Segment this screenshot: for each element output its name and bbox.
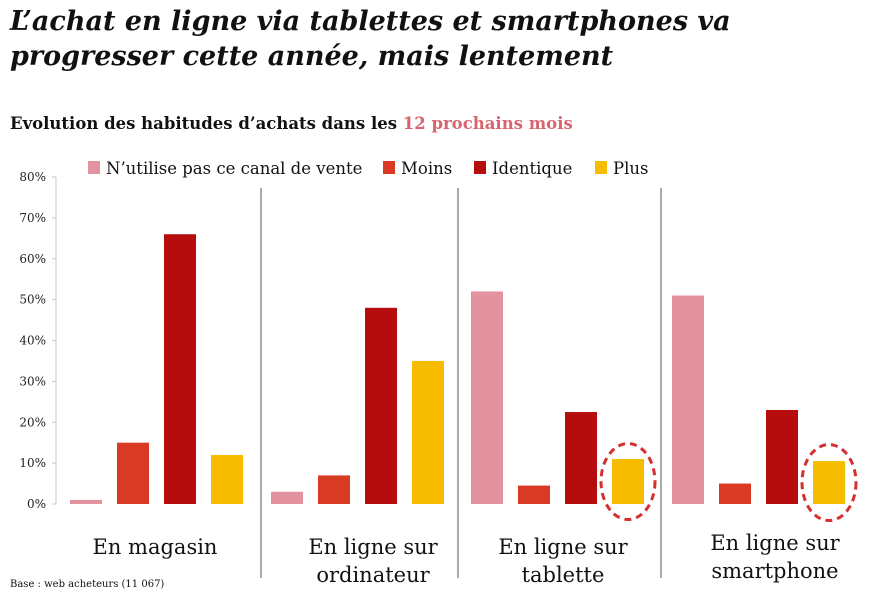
highlight-circle	[800, 443, 858, 523]
y-tick-label: 10%	[19, 456, 46, 470]
legend-swatch	[88, 161, 100, 174]
legend-label: N’utilise pas ce canal de vente	[106, 159, 362, 178]
chart-subtitle: Evolution des habitudes d’achats dans le…	[10, 114, 573, 133]
y-tick-label: 50%	[19, 293, 46, 307]
bar	[164, 234, 196, 504]
title-line-1: L’achat en ligne via tablettes et smartp…	[10, 6, 731, 37]
category-label: En ligne sur	[308, 535, 438, 559]
bar	[719, 483, 751, 504]
legend-label: Identique	[492, 159, 572, 178]
bar	[518, 485, 550, 504]
bar	[365, 307, 397, 504]
bar	[211, 454, 243, 504]
bar	[565, 412, 597, 504]
y-tick-label: 0%	[27, 497, 46, 511]
bar	[412, 360, 444, 504]
legend-swatch	[474, 161, 486, 174]
bars	[70, 234, 845, 504]
bar	[70, 499, 102, 504]
group-separators	[260, 188, 662, 578]
bar	[766, 409, 798, 504]
subtitle-highlight: 12 prochains mois	[402, 114, 573, 133]
category-label: En ligne sur	[710, 531, 840, 555]
y-tick-label: 40%	[19, 334, 46, 348]
bar	[117, 442, 149, 504]
annotations	[599, 442, 858, 523]
category-labels: En magasin En ligne sur ordinateur En ligne…	[93, 531, 841, 587]
legend-swatch	[383, 161, 395, 174]
category-label: smartphone	[711, 559, 838, 583]
bar	[813, 461, 845, 504]
highlight-circle	[599, 442, 657, 522]
y-axis: 0% 10% 20% 30% 40% 50% 60% 70% 80%	[19, 170, 57, 511]
category-label: ordinateur	[316, 563, 430, 587]
y-tick-label: 30%	[19, 374, 46, 388]
category-label: tablette	[522, 563, 605, 587]
y-tick-label: 70%	[19, 211, 46, 225]
bar	[672, 295, 704, 504]
bar	[471, 291, 503, 504]
legend-label: Moins	[401, 159, 452, 178]
bar	[612, 459, 644, 504]
page-title: L’achat en ligne via tablettes et smartp…	[10, 4, 860, 74]
subtitle-main: Evolution des habitudes d’achats dans le…	[10, 114, 397, 133]
title-line-2: progresser cette année, mais lentement	[10, 41, 614, 72]
y-tick-label: 20%	[19, 415, 46, 429]
category-label: En ligne sur	[498, 535, 628, 559]
y-tick-label: 60%	[19, 252, 46, 266]
chart-legend: N’utilise pas ce canal de vente Moins Iden…	[88, 159, 648, 178]
legend-swatch	[595, 161, 607, 174]
bar	[271, 491, 303, 504]
legend-label: Plus	[613, 159, 648, 178]
category-label: En magasin	[93, 535, 218, 559]
y-tick-label: 80%	[19, 170, 46, 184]
bar	[318, 475, 350, 504]
footnote: Base : web acheteurs (11 067)	[10, 579, 165, 590]
